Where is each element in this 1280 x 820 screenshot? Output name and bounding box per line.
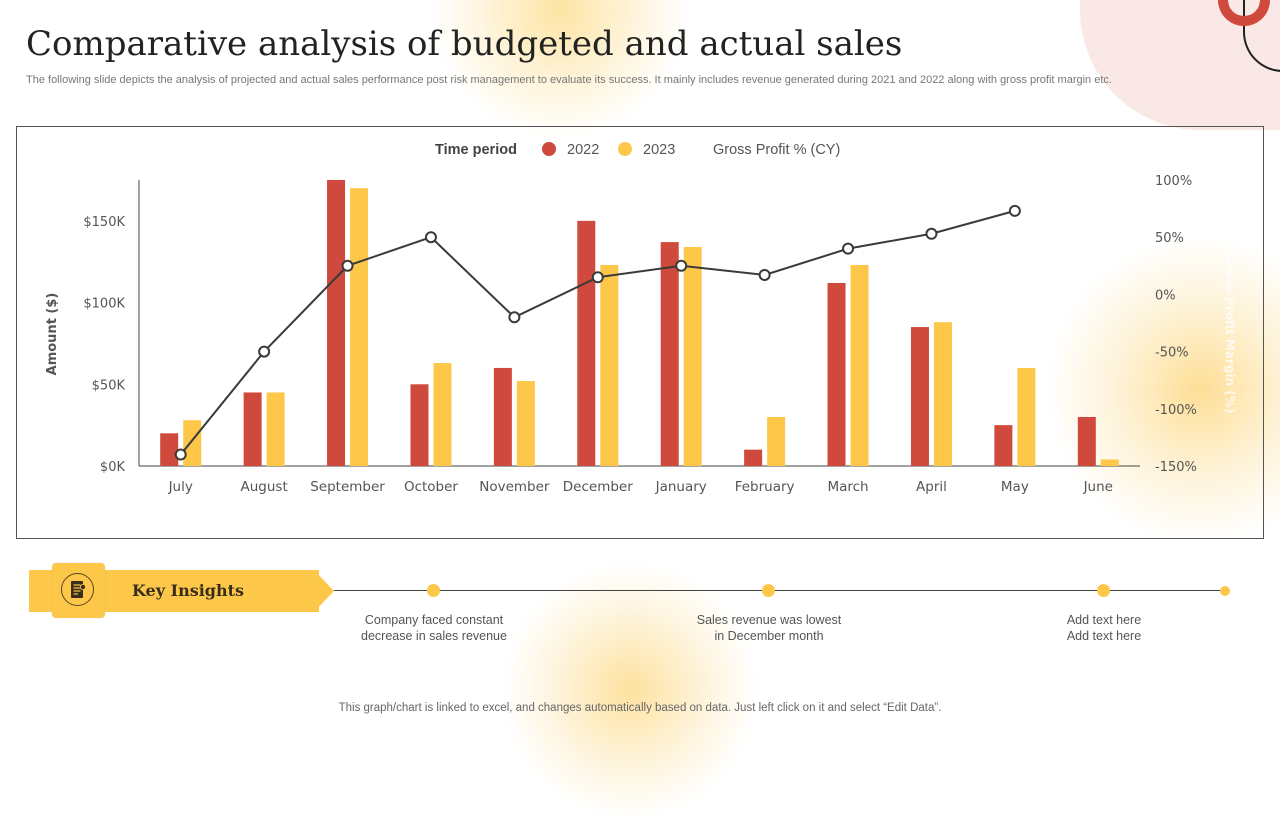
slide-title: Comparative analysis of budgeted and act… [26,24,903,64]
x-tick-label: January [655,479,707,495]
timeline-end-dot [1220,586,1230,596]
bar-2023-december[interactable] [600,264,619,466]
legend-swatch-2023 [618,142,632,156]
y2-tick-label: 0% [1155,288,1176,303]
x-tick-label: December [563,479,633,495]
bar-2023-july[interactable] [183,420,202,466]
insight-text-3: Add text here Add text here [1004,612,1204,644]
bar-2023-april[interactable] [933,322,952,466]
bar-2022-december[interactable] [577,220,596,466]
insight-line: Add text here [1066,629,1142,643]
y2-tick-label: -50% [1155,346,1189,361]
gross-profit-point-april[interactable] [925,227,938,240]
bar-2023-june[interactable] [1100,459,1119,466]
gross-profit-point-october[interactable] [424,231,437,244]
gross-profit-point-december[interactable] [591,271,604,284]
insights-timeline [334,590,1227,591]
chart-frame[interactable] [16,126,1264,539]
footer-note: This graph/chart is linked to excel, and… [338,702,942,714]
x-tick-label: May [1001,479,1029,495]
bar-2022-april[interactable] [910,327,929,466]
bar-2023-august[interactable] [266,392,285,466]
x-tick-label: October [404,479,458,495]
gross-profit-point-may[interactable] [1008,204,1021,217]
y2-tick-label: -100% [1155,403,1197,418]
gross-profit-point-march[interactable] [842,242,855,255]
x-tick-label: November [479,479,550,495]
decorative-arc [1218,0,1270,26]
y2-tick-label: -150% [1155,460,1197,475]
y-tick-label: $50K [92,378,126,393]
bar-2022-september[interactable] [327,180,346,466]
bar-2022-february[interactable] [744,449,763,466]
insight-line: in December month [714,629,824,643]
gross-profit-line [179,209,1016,456]
y-tick-label: $0K [100,460,126,475]
y2-axis-title: Gross Profit Margin (%) [1223,255,1237,414]
gross-profit-point-july[interactable] [174,448,187,461]
x-tick-label: June [1083,479,1113,495]
y-tick-label: $150K [83,215,125,230]
x-tick-label: February [735,479,795,495]
gross-profit-point-november[interactable] [508,311,521,324]
bar-2023-september[interactable] [350,188,369,466]
timeline-dot [427,584,440,597]
y2-tick-label: 50% [1155,231,1184,246]
bar-2023-october[interactable] [433,363,452,466]
combo-chart[interactable]: Time period 2022 2023 Gross Profit % (CY… [0,0,1280,540]
legend-label-2023: 2023 [643,142,675,158]
x-tick-label: August [241,479,288,495]
gross-profit-point-august[interactable] [258,345,271,358]
bar-2022-august[interactable] [243,392,262,466]
timeline-dot [762,584,775,597]
bar-2022-january[interactable] [660,242,679,466]
gross-profit-point-september[interactable] [341,259,354,272]
bar-2022-june[interactable] [1077,416,1096,466]
insight-text-1: Company faced constant decrease in sales… [334,612,534,644]
insight-text-2: Sales revenue was lowest in December mon… [669,612,869,644]
bar-2022-november[interactable] [493,367,512,466]
y-axis-title: Amount ($) [45,293,60,376]
bar-2022-october[interactable] [410,384,429,466]
slide-subtitle: The following slide depicts the analysis… [26,74,1112,86]
x-tick-label: September [310,479,385,495]
key-insights-label: Key Insights [132,581,245,600]
x-tick-label: April [916,479,947,495]
x-tick-label: July [168,479,193,495]
legend-swatch-2022 [542,142,556,156]
timeline-dot [1097,584,1110,597]
legend-label-gross-profit: Gross Profit % (CY) [713,142,840,158]
key-insights-icon-box [52,563,105,618]
bar-2022-may[interactable] [994,425,1013,466]
bar-2023-january[interactable] [683,247,702,466]
bar-2023-november[interactable] [516,381,535,466]
insight-line: Company faced constant [364,613,504,627]
legend-title: Time period [435,142,517,158]
bar-2022-march[interactable] [827,282,846,466]
gross-profit-point-january[interactable] [675,259,688,272]
document-notes-icon [61,573,94,606]
gross-profit-point-february[interactable] [758,268,771,281]
x-tick-label: March [827,479,868,495]
bar-2023-may[interactable] [1017,367,1036,466]
insight-line: Sales revenue was lowest [696,613,842,627]
insight-line: Add text here [1066,613,1142,627]
legend-label-2022: 2022 [567,142,599,158]
y2-tick-label: 100% [1155,174,1192,189]
insight-line: decrease in sales revenue [361,629,507,643]
bar-2023-february[interactable] [767,416,786,466]
y-tick-label: $100K [83,297,125,312]
bar-2023-march[interactable] [850,264,869,466]
key-insights-arrow [314,570,334,612]
decorative-glow [500,560,760,820]
bar-2022-july[interactable] [160,433,179,466]
